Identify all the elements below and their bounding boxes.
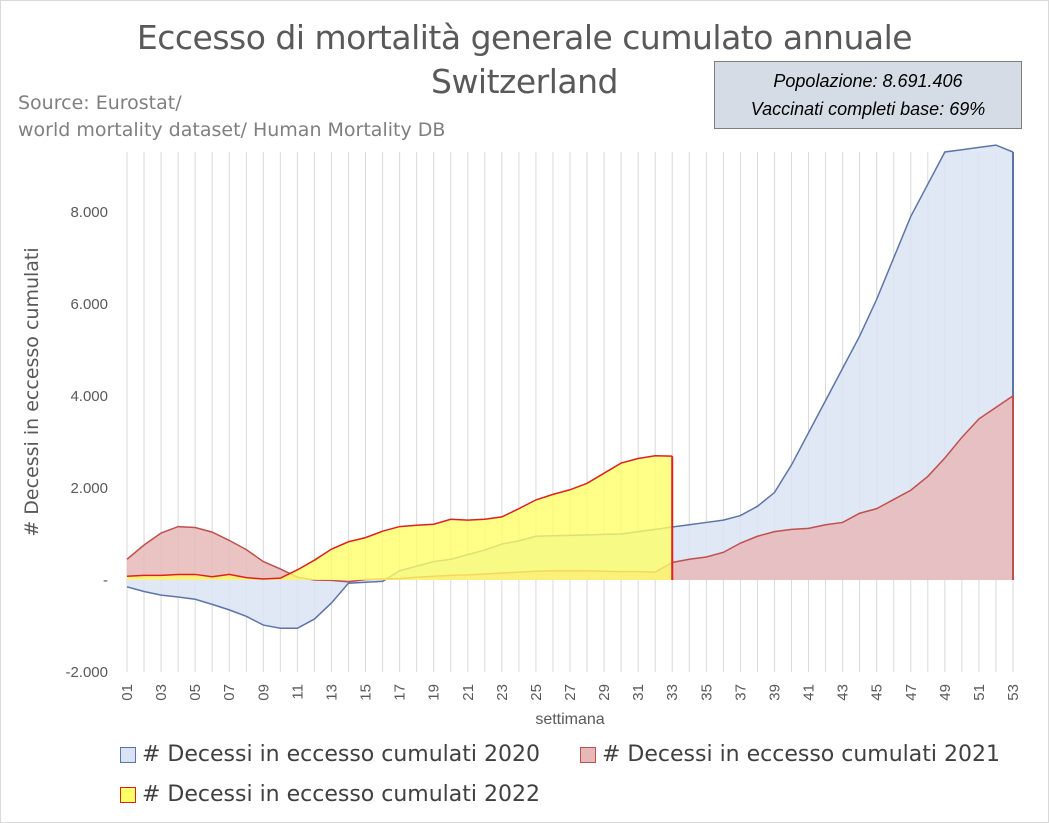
- x-axis-title: settimana: [535, 711, 604, 728]
- y-tick-label: 6.000: [70, 296, 108, 313]
- x-tick-label: 29: [596, 684, 613, 701]
- x-tick-label: 03: [153, 684, 170, 701]
- x-tick-label: 17: [392, 684, 409, 701]
- x-tick-label: 13: [323, 684, 340, 701]
- legend-label-2022: # Decessi in eccesso cumulati 2022: [142, 782, 540, 807]
- source-line-1: Source: Eurostat/: [18, 92, 182, 114]
- x-tick-labels: 01 03 05 07 09 11 13 15 17 19 21 23 25 27 29 31 33 35 37 39…: [119, 684, 1022, 701]
- legend-label-2020: # Decessi in eccesso cumulati 2020: [142, 742, 540, 767]
- x-tick-label: 21: [460, 684, 477, 701]
- legend-swatch-2022: [120, 786, 136, 803]
- y-tick-label: 4.000: [70, 388, 108, 405]
- chart-subtitle: Switzerland: [431, 62, 619, 101]
- area-fill-series-2: [127, 455, 673, 580]
- x-tick-label: 43: [835, 684, 852, 701]
- y-tick-label: -2.000: [65, 664, 108, 681]
- legend-item-2021: # Decessi in eccesso cumulati 2021: [580, 742, 1000, 767]
- info-vaccinated: Vaccinati completi base: 69%: [750, 99, 986, 119]
- legend-item-2020: # Decessi in eccesso cumulati 2020: [120, 742, 540, 767]
- x-tick-label: 47: [903, 684, 920, 701]
- area-fill-series-0: [127, 145, 1013, 629]
- x-tick-label: 53: [1005, 684, 1022, 701]
- series-areas: [126, 144, 1014, 630]
- x-tick-label: 49: [937, 684, 954, 701]
- source-note: Source: Eurostat/ world mortality datase…: [18, 90, 445, 144]
- x-tick-label: 33: [664, 684, 681, 701]
- x-tick-label: 45: [869, 684, 886, 701]
- x-tick-label: 23: [494, 684, 511, 701]
- x-tick-label: 07: [221, 684, 238, 701]
- x-tick-label: 15: [358, 684, 375, 701]
- x-tick-label: 01: [119, 684, 136, 701]
- info-population: Popolazione: 8.691.406: [773, 71, 963, 91]
- legend-item-2022: # Decessi in eccesso cumulati 2022: [120, 782, 540, 807]
- line-series-2: [126, 454, 673, 580]
- y-tick-label: -: [103, 572, 108, 589]
- x-tick-label: 11: [289, 684, 306, 700]
- y-axis-title: # Decessi in eccesso cumulati: [21, 247, 43, 536]
- info-box: Popolazione: 8.691.406 Vaccinati complet…: [714, 61, 1022, 129]
- source-line-2: world mortality dataset/ Human Mortality…: [18, 119, 446, 141]
- y-tick-label: 8.000: [70, 204, 108, 221]
- gridlines: [126, 152, 1014, 672]
- x-tick-label: 09: [255, 684, 272, 701]
- legend-swatch-2020: [120, 746, 136, 763]
- x-tick-label: 27: [562, 684, 579, 701]
- x-tick-label: 31: [630, 684, 647, 701]
- legend-swatch-2021: [580, 746, 596, 763]
- chart-title: Eccesso di mortalità generale cumulato a…: [136, 18, 913, 57]
- x-tick-label: 35: [698, 684, 715, 701]
- x-tick-label: 19: [426, 684, 443, 701]
- y-tick-label: 2.000: [70, 480, 108, 497]
- x-tick-label: 41: [801, 684, 818, 701]
- x-tick-label: 39: [766, 684, 783, 701]
- x-tick-label: 51: [971, 684, 988, 701]
- x-tick-label: 25: [528, 684, 545, 701]
- area-fill-series-1: [127, 395, 1013, 582]
- legend-label-2021: # Decessi in eccesso cumulati 2021: [602, 742, 1000, 767]
- x-tick-label: 05: [187, 684, 204, 701]
- x-tick-label: 37: [732, 684, 749, 701]
